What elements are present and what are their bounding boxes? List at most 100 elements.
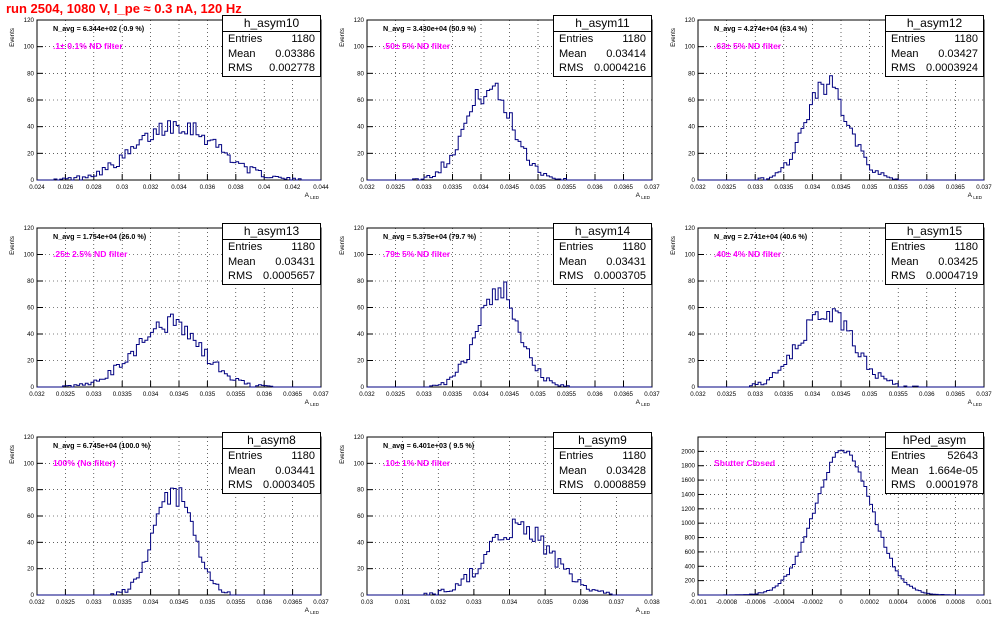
x-tick-label: 0.0335 (113, 391, 132, 398)
x-tick-label: 0.038 (228, 184, 244, 191)
y-tick-label: 20 (27, 566, 34, 573)
x-tick-label: 0 (839, 599, 843, 606)
x-tick-label: 0.04 (258, 184, 271, 191)
y-tick-label: 80 (27, 70, 34, 77)
panel-h_asym14: 0.032 0.0325 0.033 0.0335 0.034 0.0345 0.035 0.… (339, 225, 660, 407)
x-tick-label: 0.0335 (113, 599, 132, 606)
x-tick-label: 0.034 (502, 599, 518, 606)
y-tick-label: 0 (692, 592, 696, 599)
y-tick-label: 100 (685, 44, 696, 51)
x-tick-label: 0.0355 (557, 184, 576, 191)
y-tick-label: 200 (685, 578, 696, 585)
stat-value: 0.0005657 (263, 270, 315, 282)
x-tick-label: 0.0365 (946, 391, 965, 398)
histogram-line (37, 487, 321, 596)
x-tick-label: 0.028 (86, 184, 102, 191)
panel-hPed_asym: -0.001 -0.0008 -0.0006 -0.0004 -0.0002 0 0.000… (681, 436, 992, 606)
y-tick-label: 60 (357, 513, 364, 520)
stat-value: 1180 (291, 241, 315, 253)
histogram-line (698, 75, 984, 181)
x-tick-label: 0.032 (29, 391, 45, 398)
stat-rms: RMS 0.0004216 (554, 61, 651, 76)
x-tick-label: 0.0345 (832, 184, 851, 191)
stat-label: Entries (559, 33, 594, 45)
x-tick-label: 0.0345 (832, 391, 851, 398)
x-tick-label: 0.035 (537, 599, 553, 606)
stat-rms: RMS 0.0005657 (223, 269, 320, 284)
x-tick-label: 0.0365 (283, 391, 302, 398)
y-tick-label: 120 (24, 434, 35, 441)
x-tick-label: -0.001 (689, 599, 707, 606)
filter-label: .79± 5% ND filter (383, 249, 451, 259)
x-tick-label: 0.0002 (860, 599, 879, 606)
y-tick-label: 40 (27, 331, 34, 338)
y-tick-label: 40 (357, 124, 364, 131)
histogram-name: h_asym9 (554, 433, 651, 449)
x-tick-label: 0.037 (609, 599, 625, 606)
filter-label: .25± 2.5% ND filter (53, 249, 128, 259)
stats-box: h_asym15 Entries 1180 Mean 0.03425 RMS 0.00047… (885, 223, 984, 285)
x-tick-label: 0.0325 (56, 391, 75, 398)
x-tick-label: 0.0325 (386, 391, 405, 398)
y-tick-label: 1400 (681, 491, 695, 498)
y-tick-label: 120 (24, 225, 35, 232)
stat-value: 1180 (291, 450, 315, 462)
x-axis-title: A LED (636, 192, 651, 200)
stat-entries: Entries 1180 (886, 32, 983, 47)
x-tick-label: -0.0008 (716, 599, 738, 606)
stat-value: 0.03441 (275, 464, 315, 477)
stat-rms: RMS 0.002778 (223, 61, 320, 76)
y-tick-label: 100 (354, 460, 365, 467)
stat-label: Mean (228, 47, 256, 60)
y-axis-title: Events (339, 28, 346, 47)
stats-box: h_asym9 Entries 1180 Mean 0.03428 RMS 0.000885… (553, 432, 652, 494)
x-tick-label: 0.032 (431, 599, 447, 606)
x-axis-title: A LED (305, 192, 320, 200)
stats-box: h_asym8 Entries 1180 Mean 0.03441 RMS 0.000340… (222, 432, 321, 494)
y-tick-label: 20 (27, 150, 34, 157)
x-tick-label: 0.037 (644, 184, 660, 191)
stat-label: Entries (559, 450, 594, 462)
x-tick-label: 0.0345 (170, 391, 189, 398)
y-tick-label: 80 (357, 487, 364, 494)
stat-value: 0.03386 (275, 47, 315, 60)
x-tick-label: 0.036 (919, 184, 935, 191)
stat-value: 0.0003924 (926, 62, 978, 74)
stat-value: 0.03414 (606, 47, 646, 60)
x-tick-label: 0.036 (200, 184, 216, 191)
y-tick-label: 1600 (681, 477, 695, 484)
stat-label: Entries (891, 241, 926, 253)
x-tick-label: 0.032 (143, 184, 159, 191)
x-tick-label: 0.035 (530, 391, 546, 398)
y-tick-label: 40 (27, 539, 34, 546)
y-tick-label: 0 (361, 592, 365, 599)
histogram-line (698, 449, 984, 596)
stats-box: h_asym12 Entries 1180 Mean 0.03427 RMS 0.00039… (885, 15, 984, 77)
histogram-line (367, 518, 652, 596)
x-tick-label: 0.033 (86, 599, 102, 606)
y-tick-label: 0 (31, 177, 35, 184)
x-tick-label: 0.032 (359, 184, 375, 191)
navg-label: N_avg = 6.745e+04 (100.0 %) (53, 441, 151, 450)
histogram-name: hPed_asym (886, 433, 983, 449)
x-tick-label: 0.0325 (386, 184, 405, 191)
stat-label: RMS (559, 479, 584, 491)
x-tick-label: 0.0325 (717, 184, 736, 191)
navg-label: N_avg = 6.344e+02 ( 0.9 %) (53, 24, 145, 33)
stat-label: Mean (891, 255, 919, 268)
stat-rms: RMS 0.0003924 (886, 61, 983, 76)
x-tick-label: 0.034 (473, 391, 489, 398)
stat-value: 1180 (622, 33, 646, 45)
stat-label: Mean (559, 464, 587, 477)
stat-value: 1180 (954, 241, 978, 253)
x-tick-label: 0.033 (86, 391, 102, 398)
histogram-name: h_asym12 (886, 16, 983, 32)
y-tick-label: 60 (688, 97, 695, 104)
x-tick-label: 0.0008 (946, 599, 965, 606)
x-tick-label: 0.0325 (717, 391, 736, 398)
y-tick-label: 1200 (681, 506, 695, 513)
y-tick-label: 100 (24, 460, 35, 467)
y-tick-label: 60 (27, 97, 34, 104)
x-tick-label: 0.037 (644, 391, 660, 398)
